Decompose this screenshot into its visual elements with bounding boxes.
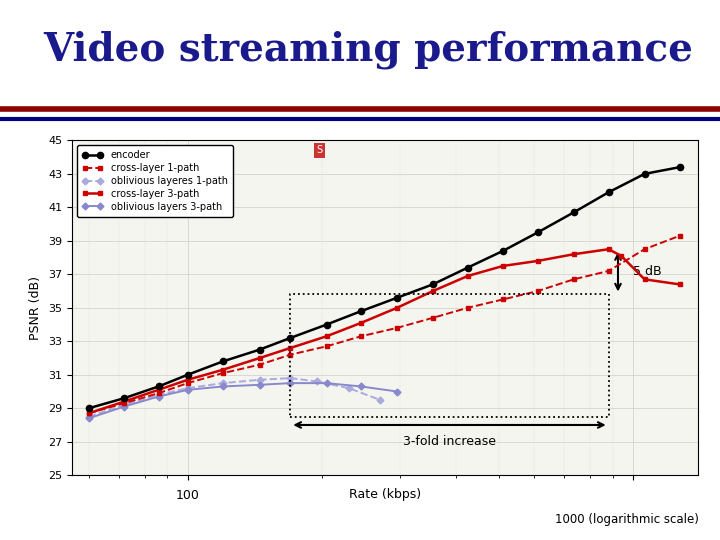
cross-layer 1-path (640, 246, 649, 252)
encoder (534, 229, 542, 235)
Text: 3-fold increase: 3-fold increase (403, 435, 496, 448)
cross-layer 1-path (534, 288, 542, 294)
encoder (154, 383, 163, 390)
cross-layer 1-path (392, 325, 401, 331)
cross-layer 3-path (464, 273, 472, 279)
Text: Video streaming performance: Video streaming performance (43, 30, 693, 69)
oblivious layeres 1-path (345, 385, 354, 392)
cross-layer 3-path (675, 281, 684, 288)
encoder (256, 346, 264, 353)
cross-layer 3-path (534, 258, 542, 264)
cross-layer 1-path (154, 390, 163, 396)
cross-layer 1-path (120, 400, 128, 407)
encoder (640, 171, 649, 177)
Legend: encoder, cross-layer 1-path, oblivious layeres 1-path, cross-layer 3-path, obliv: encoder, cross-layer 1-path, oblivious l… (77, 145, 233, 217)
encoder (357, 308, 366, 314)
oblivious layeres 1-path (184, 385, 192, 392)
cross-layer 3-path (357, 320, 366, 326)
cross-layer 1-path (219, 370, 228, 376)
cross-layer 1-path (84, 410, 93, 416)
oblivious layers 3-path (84, 415, 93, 422)
cross-layer 1-path (464, 305, 472, 311)
oblivious layers 3-path (323, 380, 331, 386)
X-axis label: Rate (kbps): Rate (kbps) (349, 488, 421, 501)
cross-layer 3-path (286, 345, 294, 351)
cross-layer 3-path (617, 253, 626, 259)
oblivious layers 3-path (219, 383, 228, 390)
Line: oblivious layeres 1-path: oblivious layeres 1-path (86, 376, 382, 419)
cross-layer 1-path (184, 380, 192, 386)
cross-layer 1-path (256, 361, 264, 368)
encoder (604, 189, 613, 195)
Line: cross-layer 1-path: cross-layer 1-path (86, 233, 682, 416)
oblivious layeres 1-path (120, 402, 128, 408)
oblivious layers 3-path (357, 383, 366, 390)
cross-layer 3-path (604, 246, 613, 252)
cross-layer 3-path (256, 355, 264, 361)
oblivious layers 3-path (256, 382, 264, 388)
encoder (323, 321, 331, 328)
Text: 100: 100 (176, 489, 199, 502)
encoder (428, 281, 437, 288)
encoder (499, 248, 508, 254)
oblivious layeres 1-path (84, 413, 93, 420)
cross-layer 1-path (570, 276, 578, 282)
oblivious layeres 1-path (154, 392, 163, 398)
oblivious layeres 1-path (219, 380, 228, 386)
cross-layer 3-path (154, 387, 163, 393)
encoder (570, 209, 578, 215)
oblivious layeres 1-path (286, 375, 294, 381)
cross-layer 3-path (84, 410, 93, 416)
encoder (392, 294, 401, 301)
cross-layer 1-path (357, 333, 366, 340)
cross-layer 3-path (570, 251, 578, 258)
oblivious layers 3-path (286, 380, 294, 386)
oblivious layers 3-path (392, 388, 401, 395)
cross-layer 3-path (323, 333, 331, 340)
encoder (675, 164, 684, 171)
Text: 5 dB: 5 dB (633, 265, 662, 278)
encoder (219, 358, 228, 365)
encoder (464, 265, 472, 271)
cross-layer 1-path (286, 352, 294, 358)
encoder (286, 335, 294, 341)
cross-layer 3-path (184, 376, 192, 383)
oblivious layers 3-path (120, 403, 128, 410)
cross-layer 1-path (499, 296, 508, 302)
cross-layer 3-path (640, 276, 649, 282)
Line: oblivious layers 3-path: oblivious layers 3-path (86, 381, 400, 421)
oblivious layers 3-path (154, 393, 163, 400)
Line: cross-layer 3-path: cross-layer 3-path (86, 247, 682, 416)
cross-layer 3-path (499, 262, 508, 269)
cross-layer 3-path (428, 288, 437, 294)
Y-axis label: PSNR (dB): PSNR (dB) (30, 276, 42, 340)
cross-layer 1-path (604, 268, 613, 274)
cross-layer 3-path (392, 305, 401, 311)
cross-layer 3-path (219, 367, 228, 373)
oblivious layeres 1-path (256, 376, 264, 383)
Text: 1000 (logarithmic scale): 1000 (logarithmic scale) (554, 514, 698, 526)
cross-layer 1-path (675, 233, 684, 239)
Text: S: S (316, 145, 323, 156)
Line: encoder: encoder (86, 164, 683, 411)
cross-layer 1-path (323, 343, 331, 349)
cross-layer 3-path (120, 399, 128, 405)
cross-layer 1-path (428, 315, 437, 321)
encoder (120, 395, 128, 401)
encoder (84, 405, 93, 411)
oblivious layers 3-path (184, 387, 192, 393)
oblivious layeres 1-path (376, 396, 384, 403)
oblivious layeres 1-path (312, 378, 321, 384)
encoder (184, 372, 192, 378)
